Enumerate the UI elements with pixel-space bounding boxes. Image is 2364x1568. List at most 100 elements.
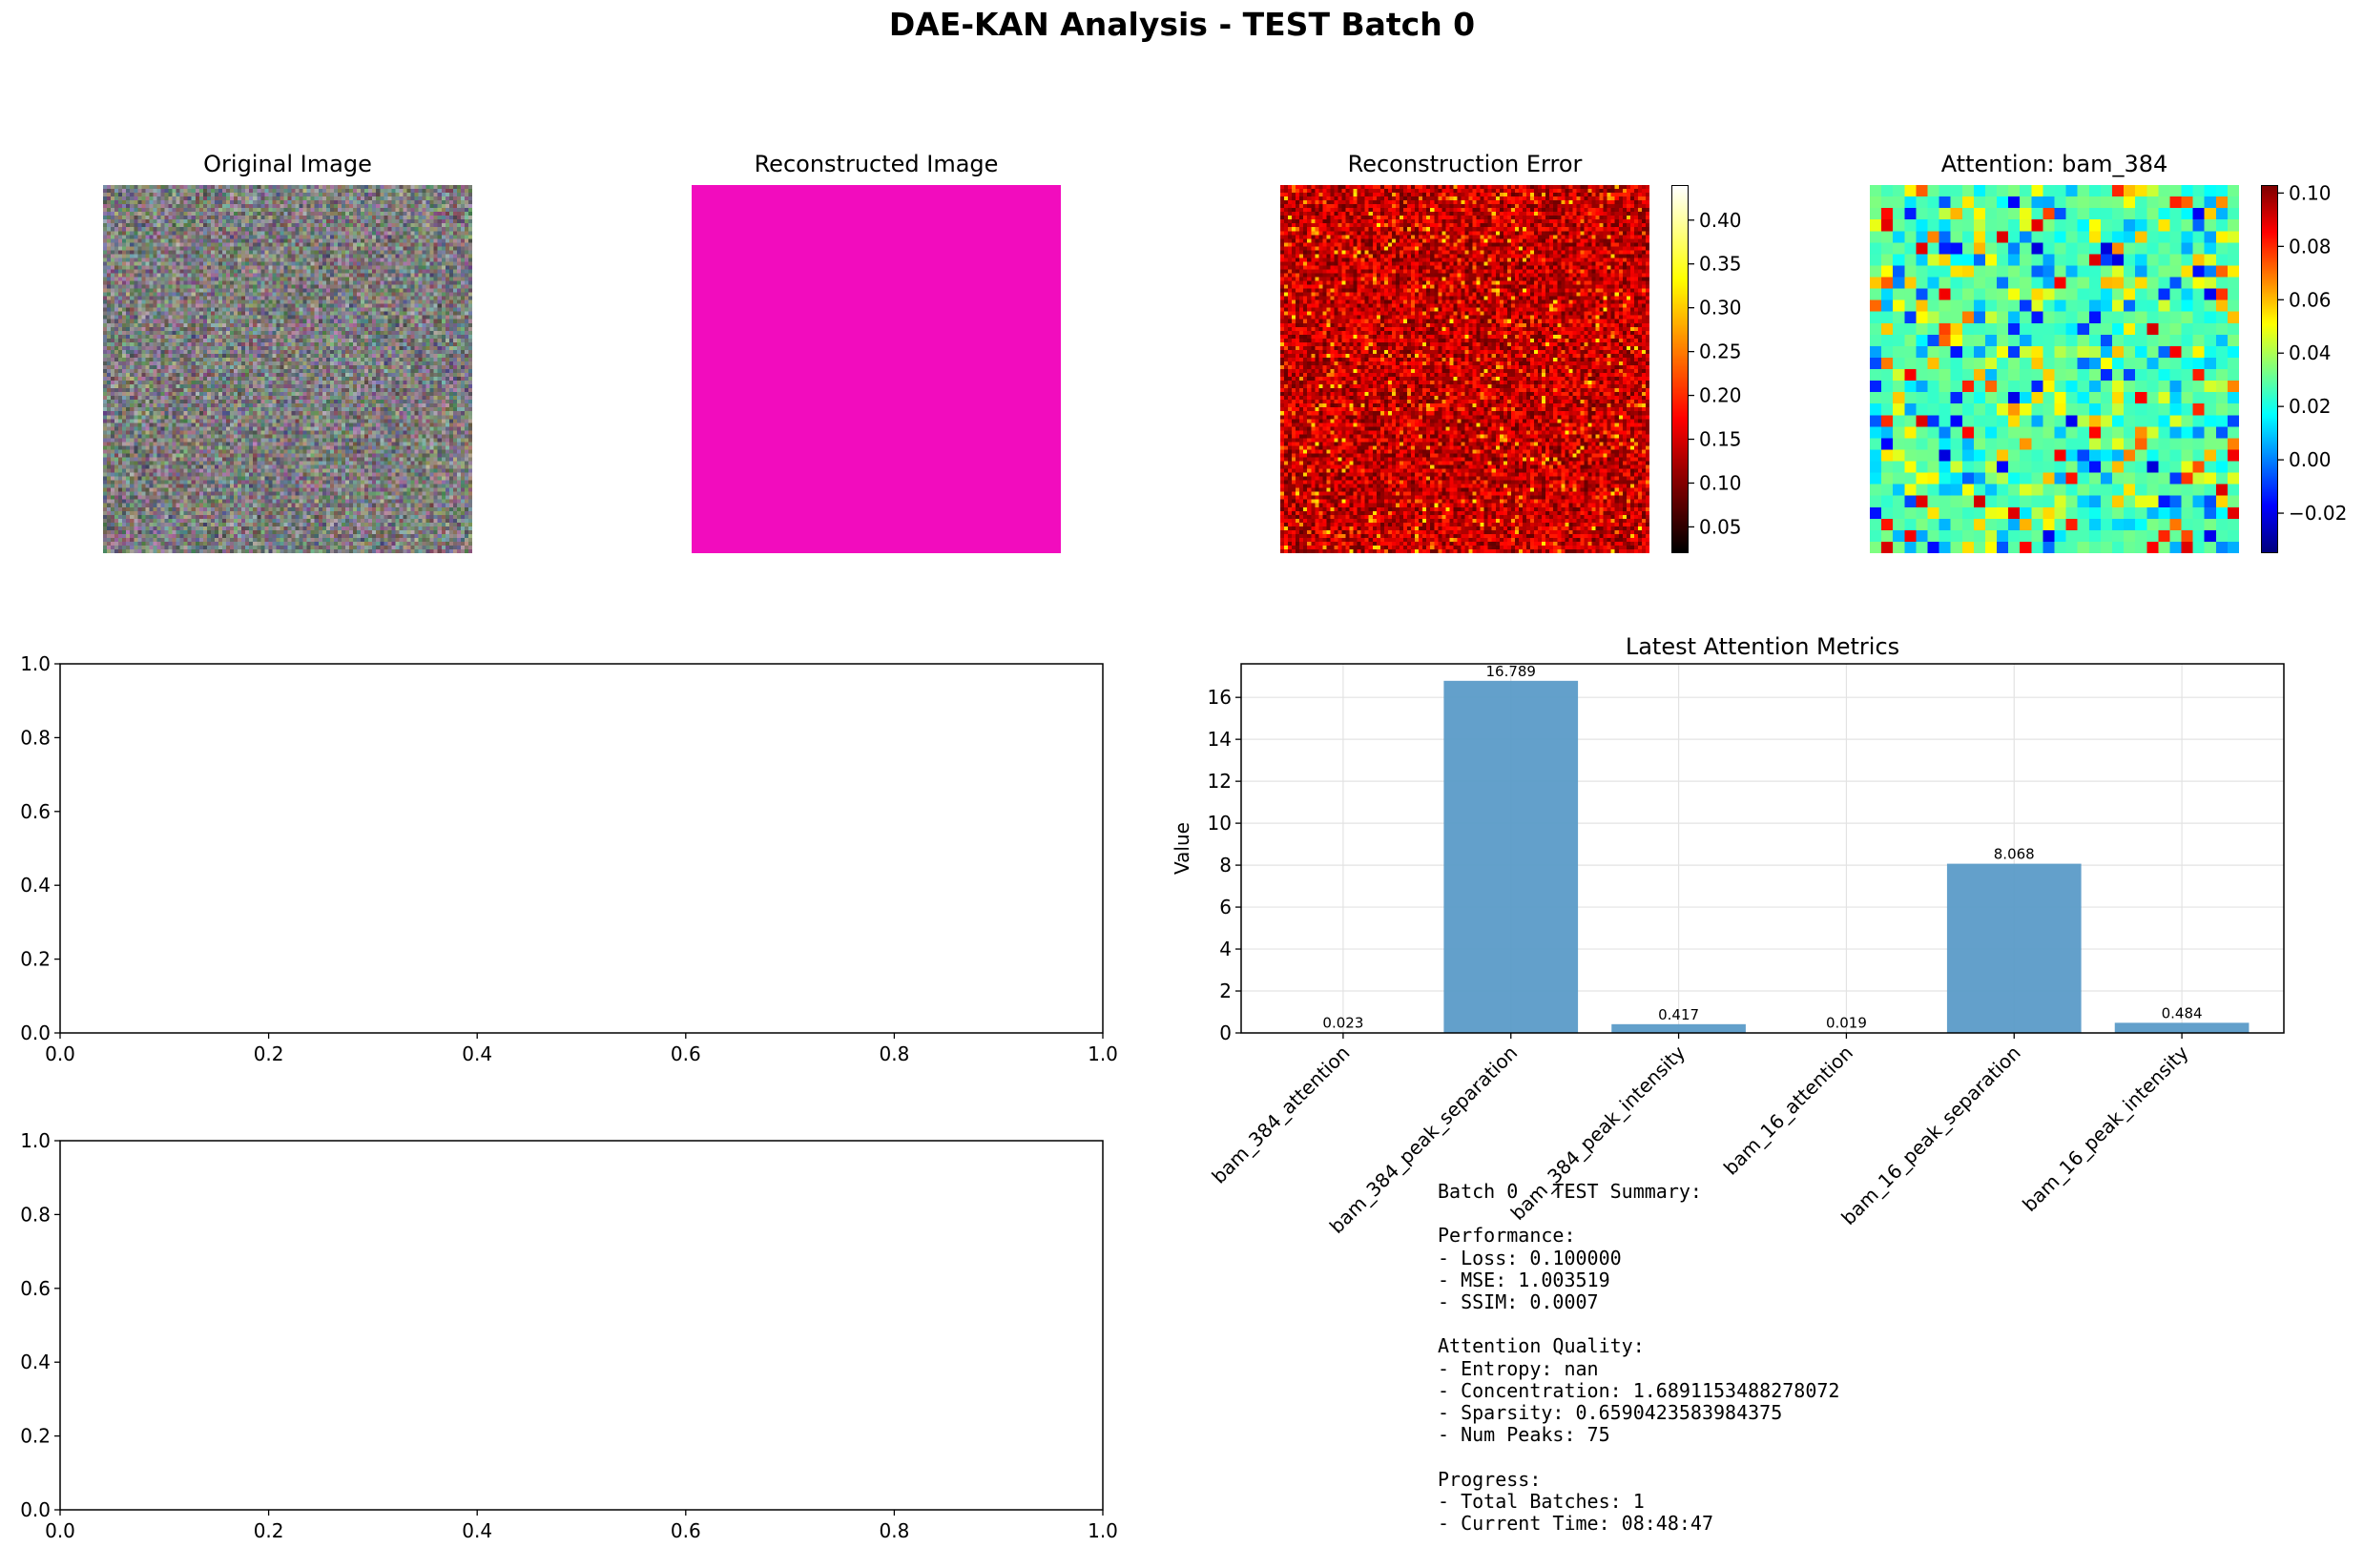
y-tick-label: 12 — [1208, 770, 1232, 793]
colorbar-tick-label: 0.30 — [1699, 297, 1742, 320]
summary-line: Batch 0 - TEST Summary: — [1438, 1180, 1702, 1203]
original-image — [103, 185, 472, 553]
attention-map — [1870, 185, 2239, 553]
y-tick-label: 0.2 — [20, 948, 51, 971]
y-tick-label: 0.0 — [20, 1021, 51, 1044]
summary-line: - Loss: 0.100000 — [1438, 1246, 1622, 1269]
reconstruction-error-title: Reconstruction Error — [1347, 151, 1583, 177]
y-tick-label: 4 — [1219, 938, 1232, 960]
summary-line — [1438, 1313, 1839, 1335]
colorbar-tick-label: 0.40 — [1699, 209, 1742, 232]
attention-map-title: Attention: bam_384 — [1940, 151, 2168, 177]
chart-title: Latest Attention Metrics — [1626, 633, 1899, 660]
bar-value-label: 0.417 — [1658, 1006, 1699, 1023]
axes-frame — [59, 1140, 1104, 1511]
colorbar-tick-label: 0.05 — [1699, 515, 1742, 538]
bar — [1611, 1023, 1746, 1033]
reconstruction-error-map — [1280, 185, 1649, 553]
colorbar-tick-label: 0.08 — [2289, 235, 2332, 258]
attention-colorbar-ticks: −0.02 0.00 0.02 0.04 0.06 0.08 0.10 — [2278, 181, 2347, 525]
summary-line: - Num Peaks: 75 — [1438, 1423, 1610, 1447]
y-tick-label: 0 — [1219, 1021, 1232, 1044]
summary-line: - Concentration: 1.6891153488278072 — [1438, 1378, 1840, 1402]
reconstructed-image — [692, 185, 1061, 553]
colorbar-tick-label: −0.02 — [2289, 502, 2347, 525]
axes-frame — [59, 663, 1104, 1034]
summary-line: Progress: — [1438, 1467, 1542, 1491]
x-tick-label: 0.6 — [671, 1042, 701, 1065]
colorbar-tick-label: 0.35 — [1699, 253, 1742, 276]
attention-colorbar — [2261, 185, 2278, 553]
bar-value-label: 0.019 — [1826, 1015, 1867, 1032]
y-tick-label: 0.4 — [20, 1351, 51, 1373]
x-tick-label: 0.8 — [879, 1519, 909, 1542]
y-tick-label: 0.4 — [20, 874, 51, 897]
x-tick-label: 0.0 — [45, 1519, 75, 1542]
y-tick-label: 0.2 — [20, 1425, 51, 1448]
original-image-title: Original Image — [203, 151, 372, 177]
empty-axes-top: 0.0 0.2 0.4 0.6 0.8 1.0 0.0 0.2 0.4 0.6 0.8 1.0 — [20, 652, 1118, 1065]
colorbar-tick-label: 0.00 — [2289, 448, 2332, 471]
colorbar-tick-label: 0.15 — [1699, 428, 1742, 451]
bar-value-label: 16.789 — [1485, 663, 1536, 680]
bar-value-label: 0.023 — [1322, 1014, 1363, 1031]
empty-axes-bottom: 0.0 0.2 0.4 0.6 0.8 1.0 0.0 0.2 0.4 0.6 0.8 1.0 — [20, 1129, 1118, 1542]
attention-metrics-chart: Latest Attention Metrics Value 0 2 4 6 8 10 12 14… — [1171, 633, 2285, 1238]
bar-value-label: 8.068 — [1994, 846, 2035, 863]
x-tick-label: 0.8 — [879, 1042, 909, 1065]
error-colorbar-ticks: 0.05 0.10 0.15 0.20 0.25 0.30 0.35 0.40 — [1689, 209, 1742, 538]
colorbar-tick-label: 0.20 — [1699, 384, 1742, 407]
summary-line: - Total Batches: 1 — [1438, 1489, 1645, 1513]
summary-line: - Entropy: nan — [1438, 1356, 1599, 1380]
y-tick-label: 8 — [1219, 854, 1232, 877]
figure-title: DAE-KAN Analysis - TEST Batch 0 — [888, 6, 1476, 43]
y-tick-label: 0.0 — [20, 1498, 51, 1521]
x-tick-label: bam_16_attention — [1719, 1042, 1857, 1180]
y-axis-label: Value — [1171, 822, 1193, 875]
bar-value-label: 0.484 — [2162, 1004, 2203, 1021]
x-tick-label: bam_16_peak_intensity — [2018, 1041, 2193, 1216]
summary-line: - Current Time: 08:48:47 — [1438, 1512, 1713, 1536]
x-tick-label: 0.6 — [671, 1519, 701, 1542]
axes-frame — [1240, 663, 2285, 1034]
summary-line: Attention Quality: — [1438, 1334, 1645, 1358]
y-tick-label: 0.8 — [20, 726, 51, 749]
y-tick-label: 16 — [1208, 686, 1232, 709]
y-tick-label: 0.8 — [20, 1203, 51, 1226]
bar — [2114, 1022, 2250, 1033]
y-tick-label: 1.0 — [20, 652, 51, 675]
bar — [1946, 863, 2082, 1033]
colorbar-tick-label: 0.10 — [1699, 471, 1742, 494]
y-tick-label: 0.6 — [20, 800, 51, 823]
colorbar-tick-label: 0.06 — [2289, 288, 2332, 311]
bar — [1443, 680, 1579, 1033]
colorbar-tick-label: 0.02 — [2289, 395, 2332, 418]
y-tick-label: 6 — [1219, 896, 1232, 918]
summary-line — [1438, 1203, 1839, 1225]
x-tick-label: 1.0 — [1088, 1042, 1118, 1065]
reconstructed-image-title: Reconstructed Image — [754, 151, 999, 177]
colorbar-tick-label: 0.10 — [2289, 181, 2332, 204]
batch-summary: Batch 0 - TEST Summary: Performance: - Lo… — [1438, 1180, 1840, 1536]
x-tick-label: bam_384_attention — [1207, 1042, 1354, 1188]
summary-line: - MSE: 1.003519 — [1438, 1268, 1610, 1291]
x-tick-label: 0.4 — [462, 1042, 492, 1065]
x-tick-label: 0.2 — [254, 1519, 284, 1542]
x-tick-label: 1.0 — [1088, 1519, 1118, 1542]
error-colorbar — [1671, 185, 1689, 553]
y-tick-label: 2 — [1219, 980, 1232, 1002]
summary-line: - SSIM: 0.0007 — [1438, 1290, 1599, 1314]
x-tick-label: 0.2 — [254, 1042, 284, 1065]
colorbar-tick-label: 0.25 — [1699, 340, 1742, 363]
y-tick-label: 14 — [1208, 728, 1232, 751]
y-tick-label: 1.0 — [20, 1129, 51, 1152]
x-tick-label: 0.0 — [45, 1042, 75, 1065]
x-tick-label: bam_16_peak_separation — [1836, 1042, 2024, 1229]
y-tick-label: 0.6 — [20, 1277, 51, 1300]
x-tick-label: 0.4 — [462, 1519, 492, 1542]
summary-line: - Sparsity: 0.6590423583984375 — [1438, 1401, 1783, 1425]
summary-line: Performance: — [1438, 1224, 1576, 1248]
summary-line — [1438, 1446, 1839, 1468]
y-tick-label: 10 — [1208, 812, 1232, 835]
colorbar-tick-label: 0.04 — [2289, 341, 2332, 364]
